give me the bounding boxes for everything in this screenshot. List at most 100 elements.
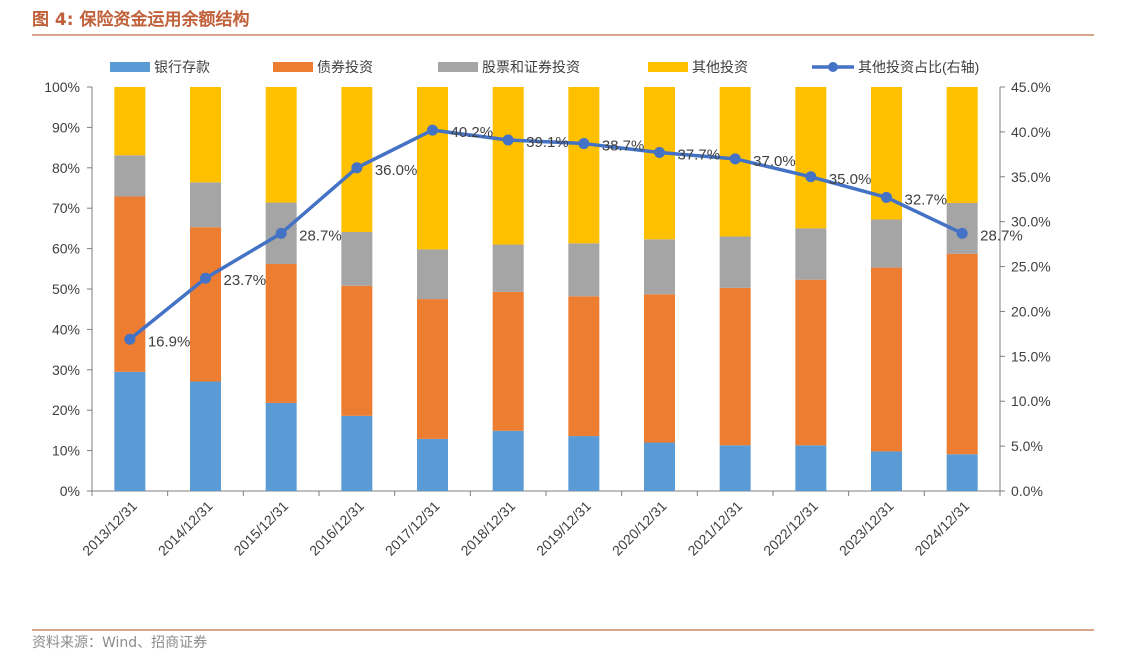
bar-segment <box>492 87 524 245</box>
bar-segment <box>114 87 146 156</box>
line-point <box>200 272 211 284</box>
figure-title-prefix: 图 4: <box>32 10 74 30</box>
line-data-label: 39.1% <box>526 134 569 151</box>
legend-swatch <box>273 62 313 72</box>
bar-segment <box>265 402 297 491</box>
y-left-tick-label: 100% <box>44 79 80 95</box>
line-data-label: 32.7% <box>905 191 948 208</box>
bar-segment <box>568 296 600 437</box>
legend-swatch <box>648 62 688 72</box>
bar-segment <box>568 87 600 244</box>
y-right-tick-label: 25.0% <box>1011 259 1051 275</box>
legend-label: 其他投资 <box>692 59 748 75</box>
bar-segment <box>341 87 373 233</box>
bar-segment <box>871 267 902 452</box>
x-tick-label: 2016/12/31 <box>306 498 367 559</box>
bar-segment <box>265 87 297 203</box>
legend-label: 其他投资占比(右轴) <box>858 59 979 75</box>
bar-segment <box>341 232 373 286</box>
line-data-label: 28.7% <box>299 227 342 244</box>
line-point <box>881 191 892 203</box>
y-right-tick-label: 5.0% <box>1011 438 1043 454</box>
bar-segment <box>719 287 751 446</box>
bar-segment <box>190 87 221 183</box>
bar-segment <box>644 87 675 240</box>
legend-label: 债券投资 <box>317 59 373 75</box>
y-left-tick-label: 90% <box>52 119 80 135</box>
bar-segment <box>644 239 675 295</box>
y-right-tick-label: 10.0% <box>1011 393 1051 409</box>
bar-segment <box>568 436 600 491</box>
bar-segment <box>341 415 373 491</box>
bar-segment <box>946 253 978 455</box>
line-data-label: 23.7% <box>224 272 267 289</box>
x-tick-label: 2020/12/31 <box>609 498 670 559</box>
bar-segment <box>417 87 448 250</box>
y-left-tick-label: 70% <box>52 200 80 216</box>
bar-segment <box>568 243 600 297</box>
bar-segment <box>114 196 146 372</box>
bar-segment <box>871 451 902 491</box>
bar-segment <box>190 182 221 228</box>
line-point <box>502 134 514 146</box>
line-data-label: 37.0% <box>753 153 796 170</box>
y-right-tick-label: 20.0% <box>1011 303 1051 319</box>
y-left-tick-label: 0% <box>60 483 80 499</box>
bar-segment <box>795 87 827 229</box>
bar-segment <box>644 442 675 491</box>
bar-segment <box>492 244 524 292</box>
bar-segment <box>719 445 751 491</box>
line-point <box>275 227 287 239</box>
line-data-label: 28.7% <box>980 227 1023 244</box>
y-right-tick-label: 35.0% <box>1011 169 1051 185</box>
y-right-tick-label: 45.0% <box>1011 79 1051 95</box>
x-tick-label: 2015/12/31 <box>230 498 291 559</box>
bar-segment <box>946 87 978 203</box>
legend-label: 股票和证券投资 <box>482 59 580 75</box>
bar-segment <box>114 371 146 491</box>
y-left-tick-label: 60% <box>52 241 80 257</box>
bar-segment <box>492 291 524 431</box>
y-left-tick-label: 50% <box>52 281 80 297</box>
line-data-label: 40.2% <box>451 124 494 141</box>
source-note: 资料来源：Wind、招商证券 <box>32 635 208 651</box>
line-data-label: 36.0% <box>375 162 418 179</box>
bar-segment <box>341 285 373 416</box>
bar-segment <box>946 454 978 491</box>
source-divider <box>32 629 1094 631</box>
bar-segment <box>492 430 524 491</box>
line-series-path <box>128 128 963 341</box>
line-point <box>124 333 136 345</box>
y-left-tick-label: 10% <box>52 443 80 459</box>
bar-segment <box>417 438 448 491</box>
line-data-label: 37.7% <box>678 147 721 164</box>
legend-swatch <box>438 62 478 72</box>
x-tick-label: 2024/12/31 <box>911 498 972 559</box>
bar-segment <box>417 299 448 439</box>
bar-segment <box>795 279 827 446</box>
y-left-tick-label: 30% <box>52 362 80 378</box>
bar-segment <box>190 227 221 382</box>
legend-swatch <box>110 62 150 72</box>
line-data-label: 38.7% <box>602 138 645 155</box>
legend-swatch-marker <box>828 62 838 72</box>
x-tick-label: 2013/12/31 <box>79 498 140 559</box>
y-left-tick-label: 40% <box>52 321 80 337</box>
title-divider <box>32 34 1094 36</box>
line-point <box>729 153 741 165</box>
bar-segment <box>114 155 146 197</box>
line-point <box>805 171 817 183</box>
y-right-tick-label: 40.0% <box>1011 124 1051 140</box>
line-data-label: 35.0% <box>829 171 872 188</box>
x-tick-label: 2014/12/31 <box>155 498 216 559</box>
line-point <box>427 124 438 136</box>
bar-segment <box>795 445 827 491</box>
x-tick-label: 2018/12/31 <box>457 498 518 559</box>
x-tick-label: 2022/12/31 <box>760 498 821 559</box>
bar-segment <box>190 381 221 491</box>
line-data-label: 16.9% <box>148 333 191 350</box>
x-tick-label: 2023/12/31 <box>836 498 897 559</box>
y-right-tick-label: 30.0% <box>1011 214 1051 230</box>
y-left-tick-label: 20% <box>52 402 80 418</box>
line-point <box>956 227 968 239</box>
